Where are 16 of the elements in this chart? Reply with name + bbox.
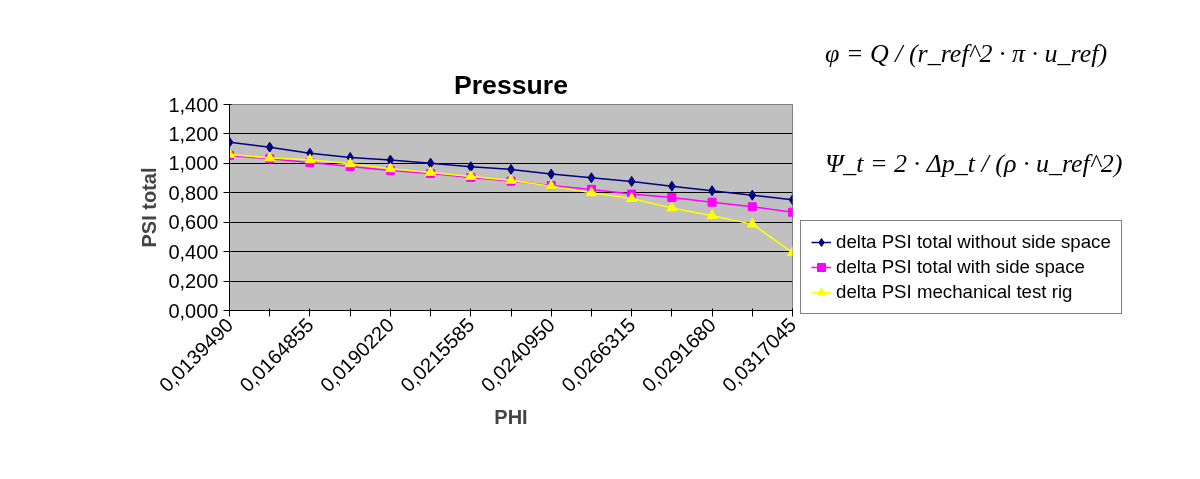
y-tick-label: 0,200 <box>168 270 219 293</box>
chart-title: Pressure <box>453 69 569 100</box>
legend-label: delta PSI total with side space <box>836 256 1085 278</box>
legend-label: delta PSI total without side space <box>836 231 1111 253</box>
x-axis-title: PHI <box>494 406 528 429</box>
y-tick-label: 0,400 <box>168 240 219 263</box>
y-axis-title: PSI total <box>138 167 161 248</box>
y-tick-label: 1,200 <box>168 122 219 145</box>
legend-label: delta PSI mechanical test rig <box>836 281 1073 303</box>
text: Ψ_t = 2 · Δp_t / (ρ · u_ref^2) <box>825 148 1123 180</box>
y-tick-label: 0,000 <box>168 299 219 322</box>
y-tick-label: 1,000 <box>168 152 219 175</box>
text: φ = Q / (r_ref^2 · π · u_ref) <box>825 38 1108 70</box>
y-tick-label: 0,600 <box>168 211 219 234</box>
y-tick-label: 0,800 <box>168 181 219 204</box>
y-tick-label: 1,400 <box>168 93 219 116</box>
